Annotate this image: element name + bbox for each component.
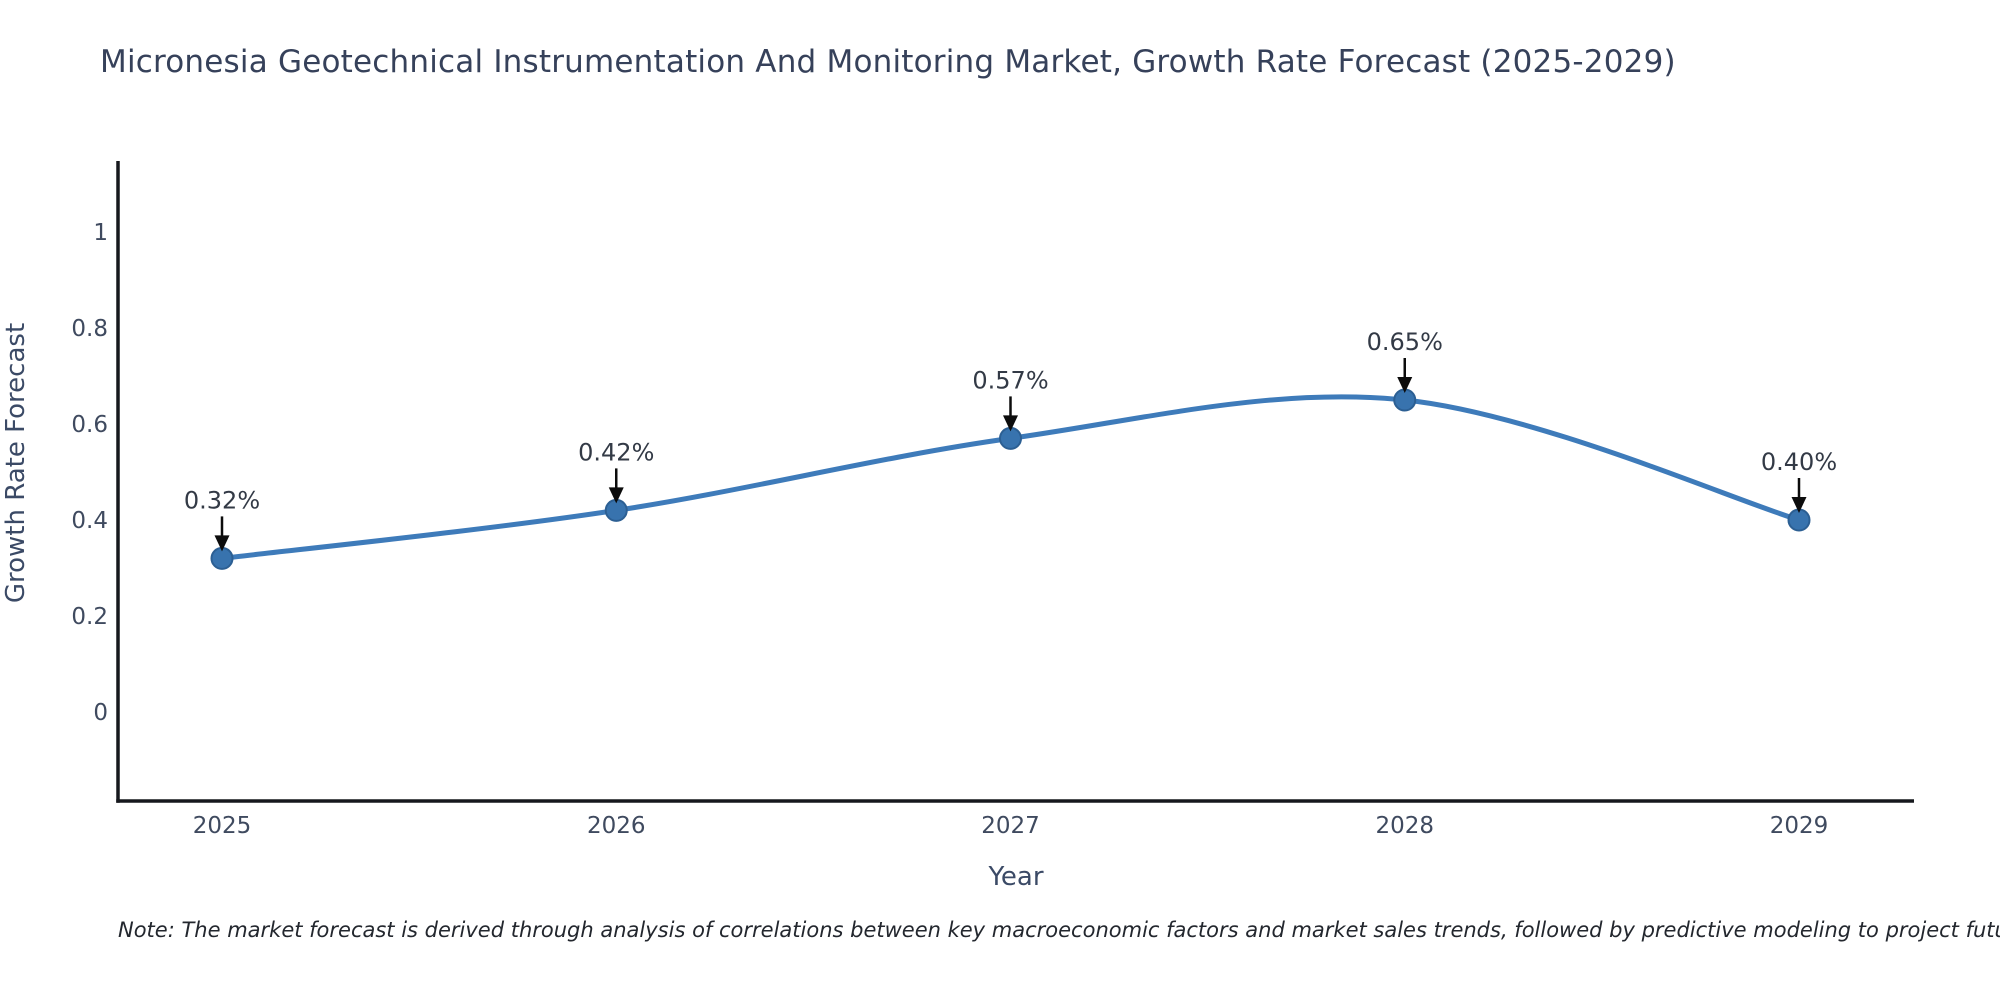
footnote: Note: The market forecast is derived thr…	[118, 918, 2000, 942]
y-axis-title: Growth Rate Forecast	[1, 322, 31, 604]
x-tick-label: 2027	[981, 813, 1040, 839]
y-tick-label: 0.4	[71, 508, 108, 534]
annotation-arrow-head	[214, 535, 230, 552]
x-tick-label: 2025	[193, 813, 252, 839]
x-axis-title: Year	[988, 862, 1044, 892]
annotation-arrow-head	[1397, 377, 1413, 393]
data-point-label: 0.65%	[1367, 328, 1443, 356]
x-tick-label: 2028	[1375, 813, 1434, 839]
x-tick-label: 2026	[587, 813, 646, 839]
chart-title: Micronesia Geotechnical Instrumentation …	[100, 44, 1676, 80]
annotation-arrow-head	[608, 487, 624, 504]
y-tick-label: 0	[93, 700, 108, 726]
x-tick-label: 2029	[1770, 813, 1829, 839]
y-tick-label: 0.6	[71, 412, 108, 438]
y-tick-label: 1	[93, 220, 108, 246]
data-point-label: 0.42%	[578, 438, 654, 466]
data-point-label: 0.32%	[184, 486, 260, 514]
data-point-label: 0.57%	[972, 366, 1048, 394]
annotation-arrow-head	[1791, 497, 1807, 513]
data-point-label: 0.40%	[1761, 448, 1837, 476]
y-tick-label: 0.8	[71, 316, 108, 342]
annotation-arrow-head	[1003, 415, 1018, 432]
y-tick-label: 0.2	[71, 604, 108, 630]
